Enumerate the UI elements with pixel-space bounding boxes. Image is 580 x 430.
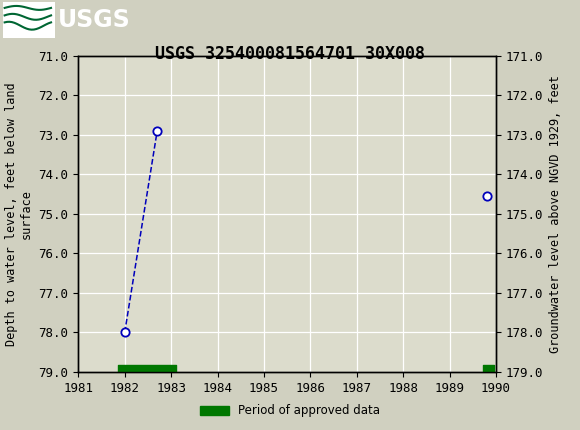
Y-axis label: Groundwater level above NGVD 1929, feet: Groundwater level above NGVD 1929, feet <box>549 75 561 353</box>
Text: USGS: USGS <box>58 8 130 32</box>
Text: USGS 325400081564701 30X008: USGS 325400081564701 30X008 <box>155 45 425 63</box>
Bar <box>3 2 55 37</box>
Y-axis label: Depth to water level, feet below land
surface: Depth to water level, feet below land su… <box>5 82 33 346</box>
Legend: Period of approved data: Period of approved data <box>195 399 385 422</box>
